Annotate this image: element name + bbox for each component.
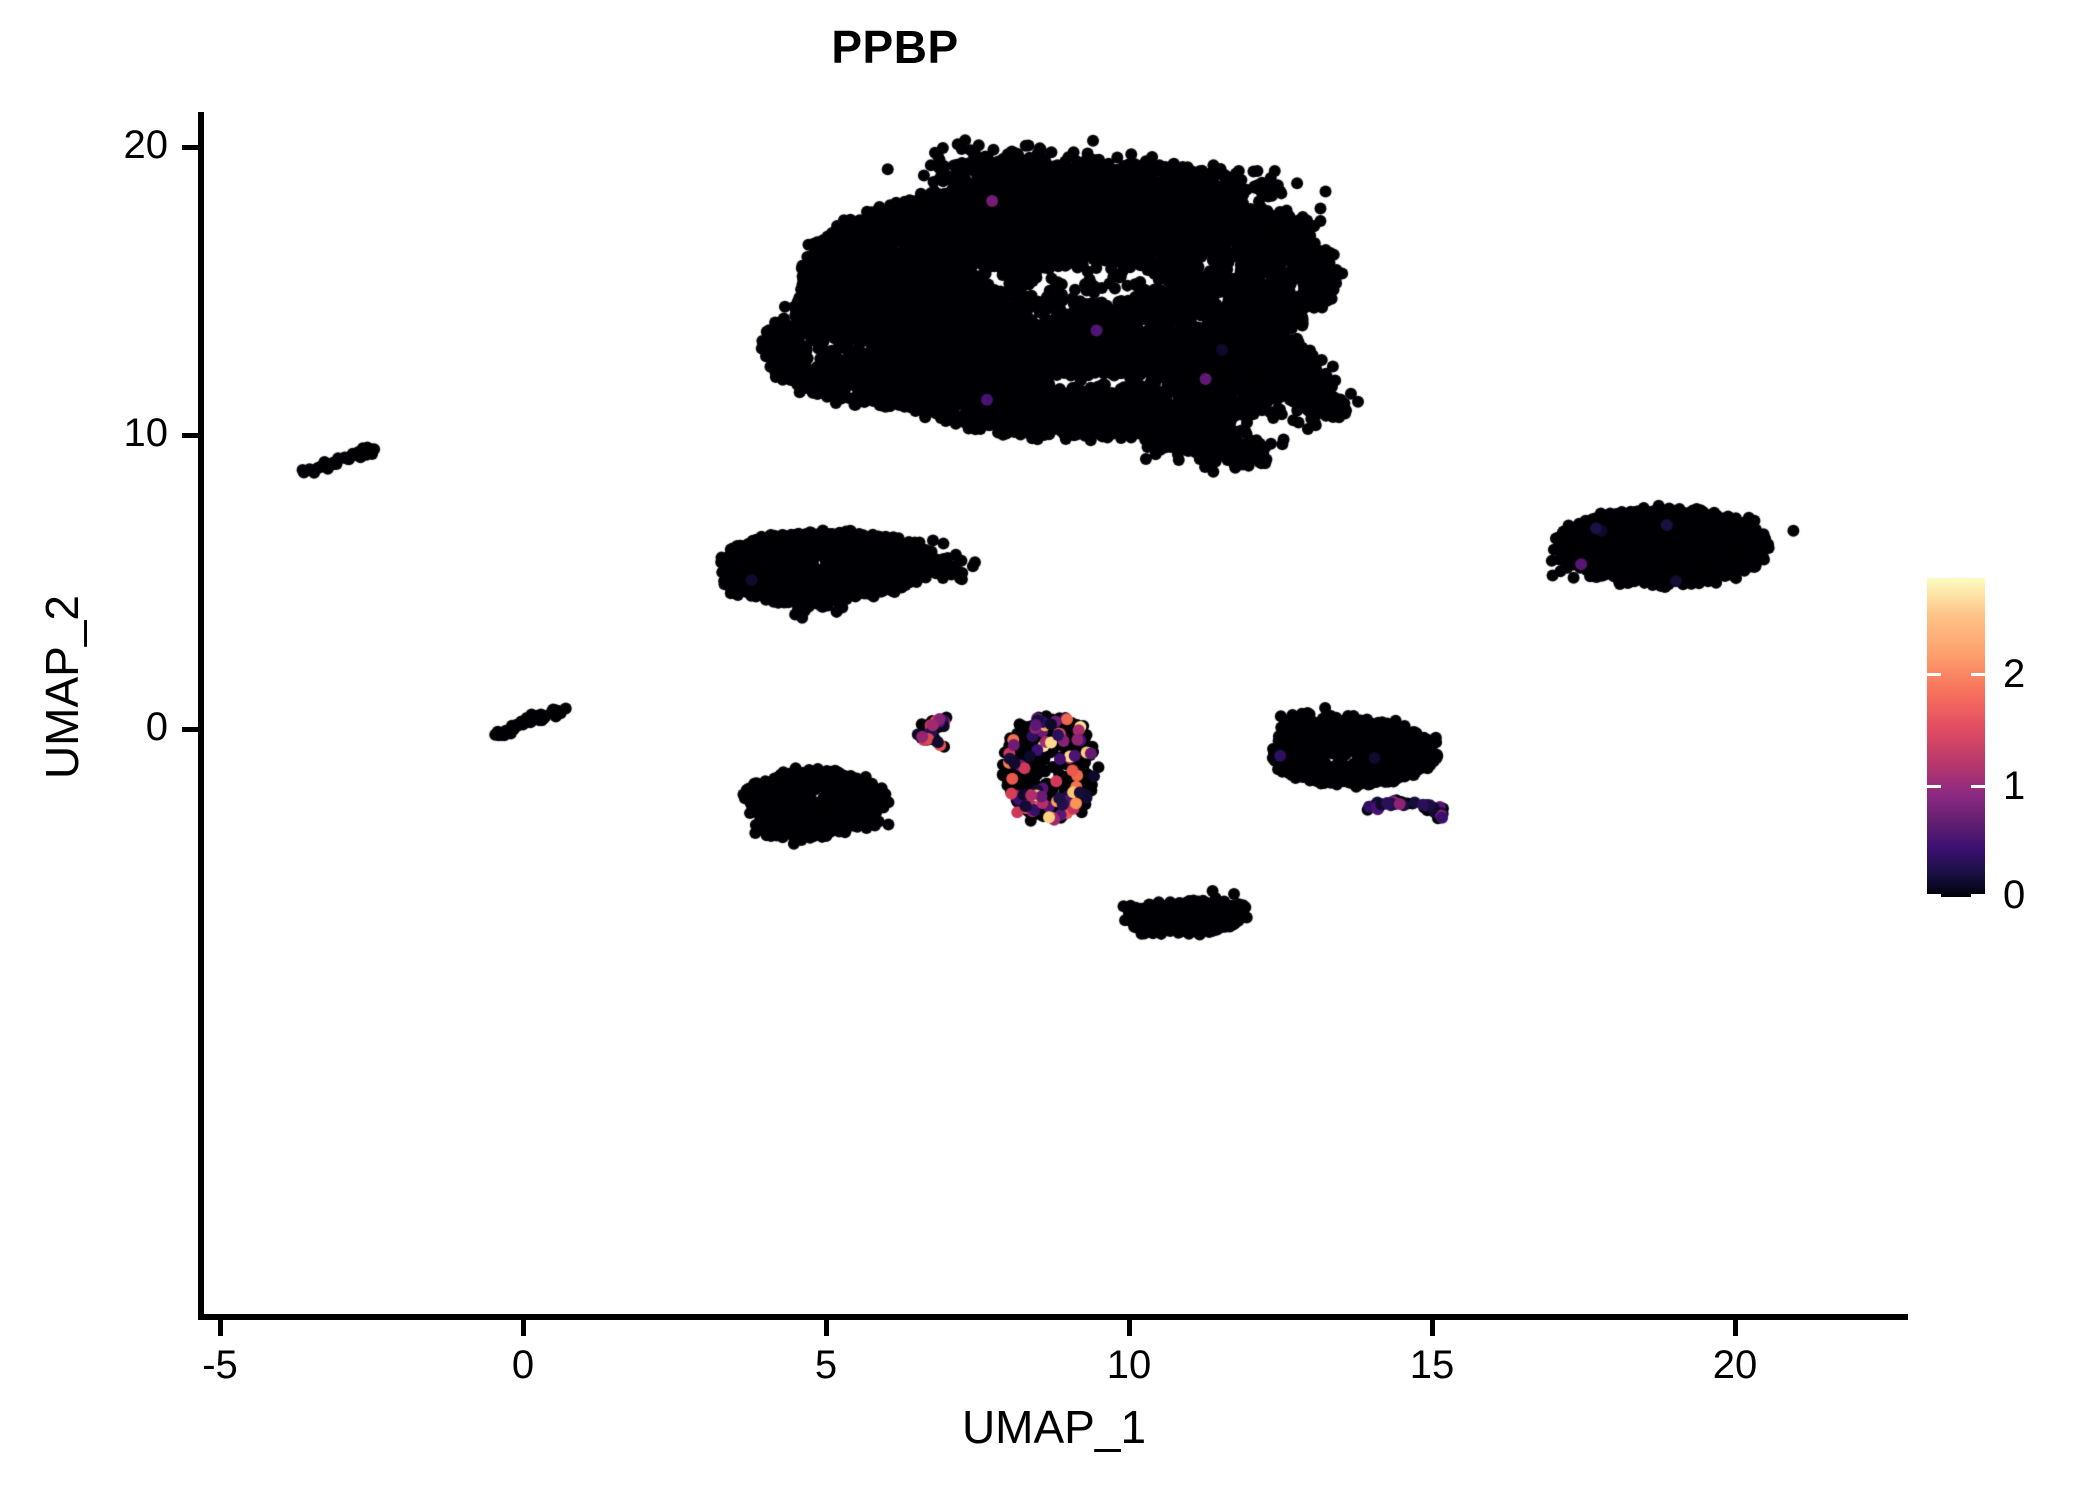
colorbar-legend: 2 1 0 [1927, 578, 2077, 918]
scatter-canvas [204, 118, 1904, 1320]
x-tick-m5 [218, 1320, 223, 1336]
colorbar-tick-2-right [1971, 673, 1985, 676]
plot-panel [204, 118, 1904, 1320]
y-tick-0 [182, 727, 198, 732]
colorbar-label-0: 0 [2003, 873, 2026, 917]
x-tick-label-m5: -5 [202, 1343, 238, 1387]
colorbar-label-1: 1 [2003, 764, 2026, 808]
colorbar-tick-0-right [1971, 894, 1985, 897]
x-tick-label-10: 10 [1106, 1343, 1152, 1387]
colorbar-tick-2-left [1927, 673, 1941, 676]
page-title: PPBP [831, 21, 959, 73]
y-axis-line [198, 112, 204, 1320]
colorbar-tick-1-left [1927, 785, 1941, 788]
colorbar-tick-0-left [1927, 894, 1941, 897]
x-tick-20 [1733, 1320, 1738, 1336]
colorbar-label-2: 2 [2003, 652, 2026, 696]
y-tick-label-20: 20 [123, 123, 169, 167]
scatter-area [204, 118, 1904, 1320]
x-tick-label-0: 0 [511, 1343, 535, 1387]
y-tick-10 [182, 433, 198, 438]
y-tick-20 [182, 145, 198, 150]
y-axis-title: UMAP_2 [36, 594, 88, 780]
x-axis-title: UMAP_1 [961, 1401, 1147, 1453]
x-tick-10 [1127, 1320, 1132, 1336]
colorbar-tick-1-right [1971, 785, 1985, 788]
y-tick-label-10: 10 [123, 411, 169, 455]
x-tick-0 [521, 1320, 526, 1336]
y-tick-label-0: 0 [145, 705, 168, 749]
x-tick-label-15: 15 [1409, 1343, 1455, 1387]
colorbar-gradient [1927, 578, 1985, 897]
x-tick-15 [1430, 1320, 1435, 1336]
x-tick-label-20: 20 [1712, 1343, 1758, 1387]
x-tick-5 [824, 1320, 829, 1336]
x-tick-label-5: 5 [814, 1343, 838, 1387]
